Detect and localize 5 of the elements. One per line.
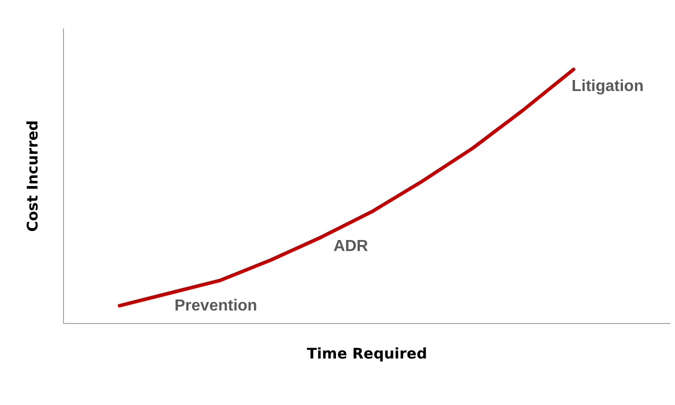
x-axis-title: Time Required: [306, 346, 428, 362]
annotation: Litigation: [572, 78, 644, 95]
y-axis-title: Cost Incurred: [24, 120, 42, 232]
annotation: Prevention: [174, 298, 258, 315]
annotation: ADR: [333, 238, 369, 255]
